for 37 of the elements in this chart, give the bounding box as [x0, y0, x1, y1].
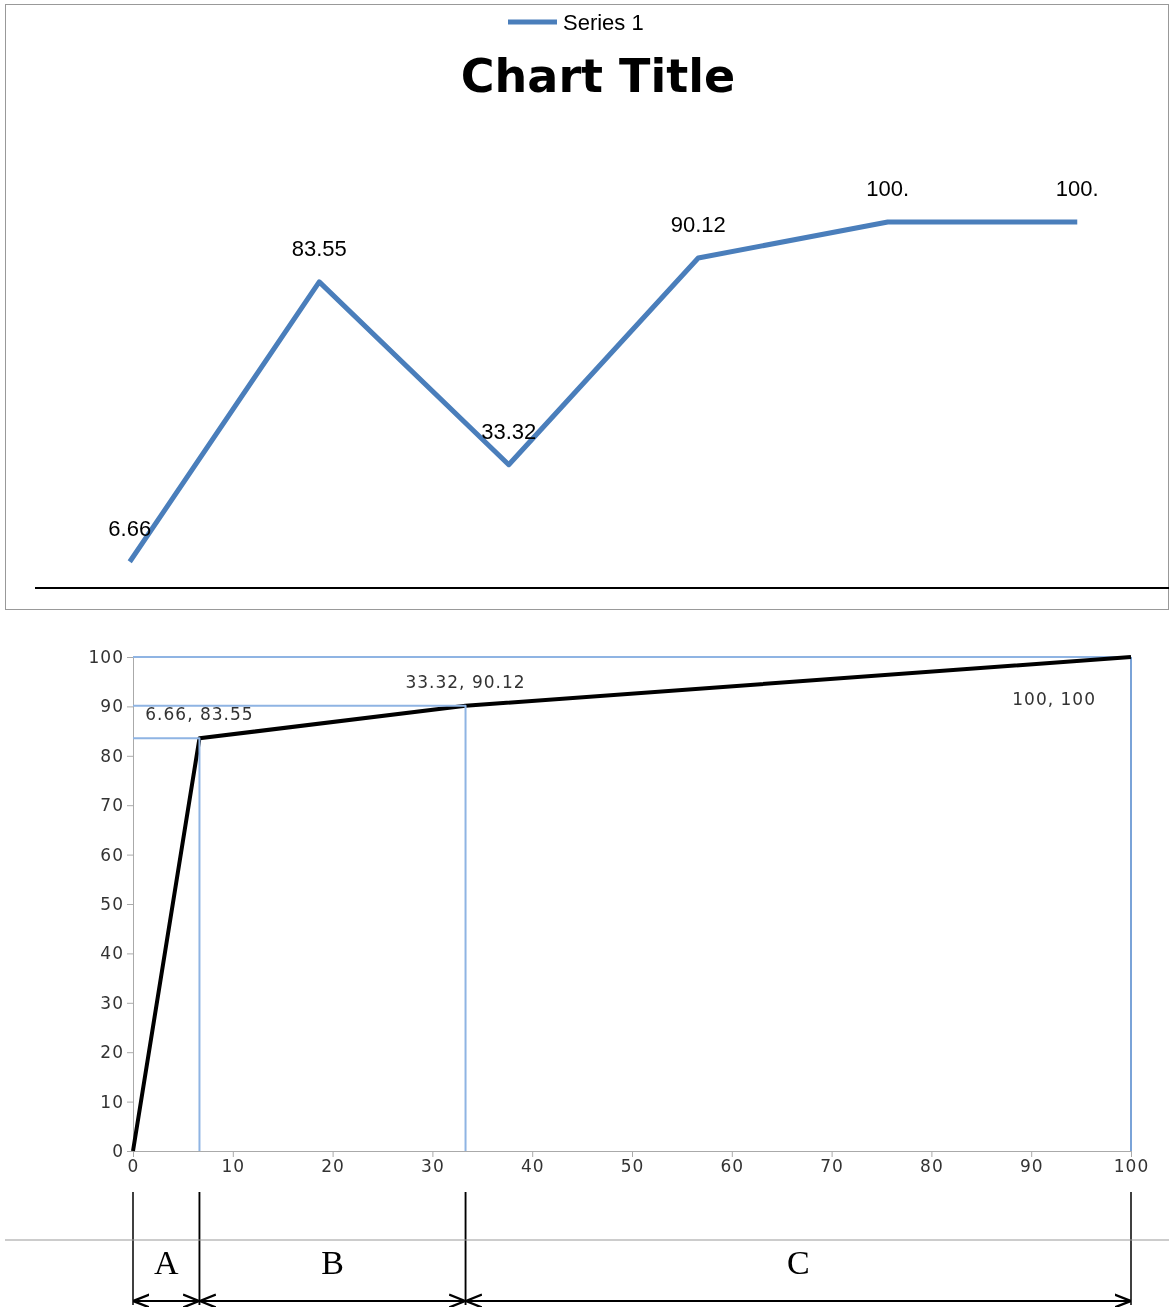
y-tick-label: 30 [100, 992, 124, 1013]
x-tick-label: 60 [720, 1156, 745, 1177]
line-series [131, 655, 1133, 1153]
x-tick-label: 90 [1019, 1156, 1044, 1177]
chart-title: Chart Title [460, 49, 736, 103]
x-tick-label: 0 [127, 1156, 140, 1177]
x-tick-label: 20 [321, 1156, 345, 1177]
y-tick-label: 10 [100, 1091, 124, 1112]
y-tick-label: 70 [100, 795, 124, 816]
y-tick-label: 80 [100, 745, 124, 766]
text: B [321, 1244, 344, 1281]
data-label: 33.32 [481, 418, 537, 444]
y-tick-label: 90 [100, 696, 124, 717]
data-label: 83.55 [291, 235, 347, 261]
y-tick-label: 60 [100, 844, 124, 865]
data-label: 100. [1055, 176, 1099, 201]
x-tick-label: 10 [221, 1156, 246, 1177]
x-tick-label: 50 [620, 1156, 645, 1177]
text: C [786, 1244, 810, 1281]
x-tick-label: 100 [1113, 1156, 1150, 1177]
x-tick-label: 70 [820, 1156, 844, 1177]
y-tick-label: 100 [88, 646, 124, 667]
annotation: 33.32, 90.12 [405, 671, 526, 692]
y-tick-label: 50 [100, 893, 124, 914]
annotation: 6.66, 83.55 [145, 704, 254, 725]
x-tick-label: 40 [520, 1156, 545, 1177]
text: A [153, 1244, 179, 1281]
data-label: 90.12 [670, 211, 726, 237]
annotation: 100, 100 [1012, 689, 1096, 709]
y-tick-label: 20 [100, 1042, 124, 1063]
data-label: 6.66 [108, 515, 152, 541]
x-tick-label: 80 [920, 1156, 944, 1177]
x-tick-label: 30 [421, 1156, 445, 1177]
legend-label: Series 1 [563, 10, 644, 35]
y-tick-label: 0 [112, 1140, 124, 1161]
data-label: 100. [866, 176, 910, 201]
y-tick-label: 40 [100, 943, 124, 964]
